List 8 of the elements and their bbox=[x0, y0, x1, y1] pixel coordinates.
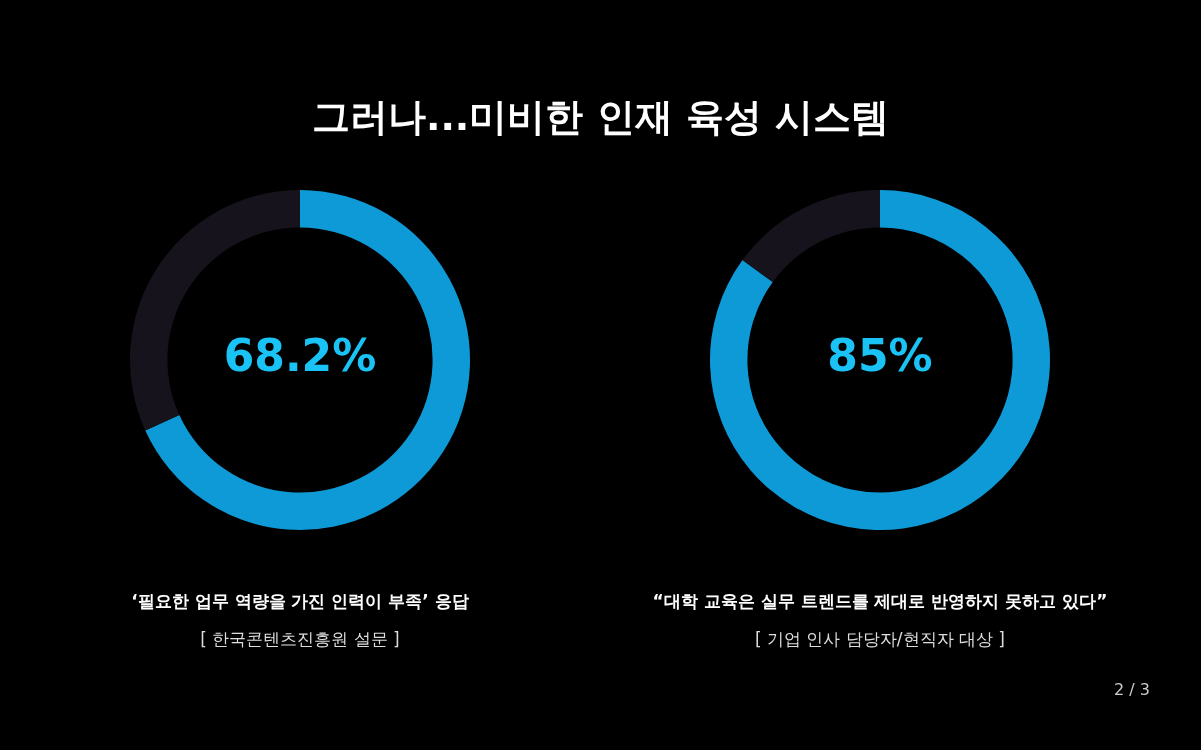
text: “대학 교육은 실무 트렌드를 제대로 반영하지 못하고 있다” bbox=[651, 590, 1109, 613]
data-label: 68.2% bbox=[223, 330, 377, 382]
text: 2 / 3 bbox=[1114, 680, 1150, 699]
data-label: 85% bbox=[827, 330, 933, 382]
text: [ 기업 인사 담당자/현직자 대상 ] bbox=[754, 628, 1006, 651]
text: 그러나...미비한 인재 육성 시스템 bbox=[311, 94, 890, 141]
text: [ 한국콘텐츠진흥원 설문 ] bbox=[199, 628, 401, 651]
text: ‘필요한 업무 역량을 가진 인력이 부족’ 응답 bbox=[130, 590, 470, 613]
